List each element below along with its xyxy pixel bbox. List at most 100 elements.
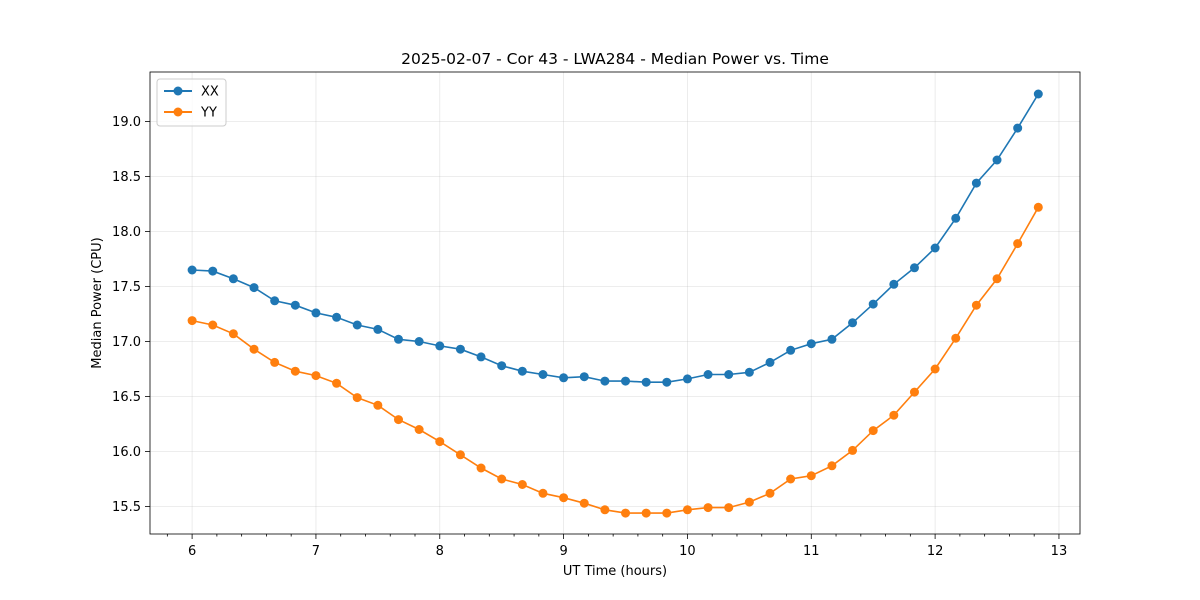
data-point-yy — [393, 415, 403, 425]
data-point-xx — [208, 266, 218, 276]
data-point-xx — [311, 308, 321, 318]
legend-entry-yy: YY — [164, 106, 217, 121]
x-tick-label: 6 — [188, 544, 196, 559]
data-point-yy — [703, 503, 713, 513]
data-point-yy — [579, 498, 589, 508]
y-tick-label: 18.0 — [112, 225, 141, 240]
grid — [150, 72, 1080, 534]
chart-title: 2025-02-07 - Cor 43 - LWA284 - Median Po… — [401, 50, 829, 68]
legend: XX YY — [156, 78, 227, 127]
legend-marker-yy — [173, 107, 183, 117]
data-point-yy — [600, 505, 610, 515]
data-point-xx — [992, 155, 1002, 165]
legend-marker-xx — [173, 86, 183, 96]
data-point-xx — [435, 341, 445, 351]
data-point-xx — [600, 376, 610, 386]
x-tick-label: 8 — [436, 544, 444, 559]
data-point-yy — [992, 274, 1002, 284]
data-point-yy — [971, 300, 981, 310]
data-point-yy — [538, 488, 548, 498]
data-point-xx — [290, 300, 300, 310]
y-tick-label: 17.5 — [112, 280, 141, 295]
data-point-xx — [559, 373, 569, 383]
data-point-xx — [414, 337, 424, 346]
data-point-xx — [393, 334, 403, 344]
ticks: 6 7 8 9 10 11 12 13 15.5 16.0 16.5 17.0 17.5 18.0 18.5… — [112, 115, 1067, 559]
x-tick-label: 9 — [559, 544, 567, 559]
data-point-xx — [270, 296, 280, 306]
data-point-xx — [786, 345, 796, 355]
data-point-yy — [951, 333, 961, 343]
data-point-xx — [744, 367, 754, 377]
data-point-xx — [909, 263, 919, 273]
series-line-yy — [191, 206, 1039, 514]
data-point-yy — [868, 426, 878, 436]
series-yy — [187, 202, 1043, 518]
data-point-xx — [868, 299, 878, 309]
data-point-yy — [559, 493, 569, 503]
y-tick-label: 18.5 — [112, 170, 141, 185]
data-point-yy — [765, 488, 775, 498]
data-point-xx — [352, 320, 362, 330]
series-xx — [187, 89, 1043, 387]
data-point-xx — [455, 344, 465, 354]
data-point-xx — [517, 366, 527, 376]
data-point-yy — [187, 316, 197, 326]
data-point-xx — [373, 324, 383, 334]
data-point-yy — [930, 364, 940, 374]
data-point-xx — [951, 213, 961, 223]
series-line-xx — [192, 93, 1039, 384]
data-point-yy — [352, 393, 362, 403]
data-point-xx — [662, 377, 672, 387]
data-point-yy — [270, 357, 280, 367]
x-tick-label: 13 — [1051, 544, 1068, 559]
data-point-xx — [1033, 89, 1043, 99]
data-point-yy — [476, 463, 486, 473]
data-point-xx — [806, 339, 816, 349]
data-point-yy — [332, 378, 342, 388]
data-point-yy — [909, 387, 919, 397]
data-point-yy — [827, 461, 837, 471]
y-tick-label: 19.0 — [112, 115, 141, 130]
data-point-yy — [641, 508, 651, 518]
data-point-yy — [208, 320, 218, 330]
data-point-yy — [497, 474, 507, 484]
data-point-xx — [332, 312, 342, 322]
data-point-xx — [765, 357, 775, 367]
y-tick-label: 16.0 — [112, 445, 141, 460]
legend-label-xx: XX — [201, 85, 219, 100]
data-point-xx — [187, 265, 197, 275]
data-point-yy — [786, 474, 796, 484]
data-point-xx — [827, 334, 837, 344]
data-point-yy — [806, 471, 816, 481]
data-point-xx — [848, 318, 858, 328]
data-point-xx — [579, 372, 589, 382]
data-point-yy — [662, 508, 672, 518]
y-axis-label: Median Power (CPU) — [90, 237, 105, 368]
data-point-yy — [290, 366, 300, 376]
legend-label-yy: YY — [200, 106, 217, 121]
data-point-xx — [889, 279, 899, 289]
x-tick-label: 10 — [679, 544, 696, 559]
data-point-yy — [517, 480, 527, 489]
data-point-yy — [249, 344, 259, 354]
plot-frame — [149, 71, 1081, 535]
x-tick-label: 12 — [927, 544, 944, 559]
data-point-xx — [538, 370, 548, 379]
data-point-xx — [930, 243, 940, 253]
data-point-yy — [228, 329, 238, 339]
y-tick-label: 15.5 — [112, 500, 141, 515]
data-point-xx — [703, 370, 713, 379]
data-point-xx — [971, 178, 981, 188]
x-tick-label: 7 — [312, 544, 320, 559]
y-tick-label: 17.0 — [112, 335, 141, 350]
data-point-yy — [744, 497, 754, 507]
data-point-yy — [1033, 202, 1043, 212]
data-point-xx — [641, 377, 651, 387]
data-point-yy — [682, 505, 692, 515]
data-point-yy — [724, 503, 734, 513]
x-axis-label: UT Time (hours) — [563, 564, 667, 579]
legend-entry-xx: XX — [164, 85, 219, 100]
data-point-yy — [455, 450, 465, 460]
